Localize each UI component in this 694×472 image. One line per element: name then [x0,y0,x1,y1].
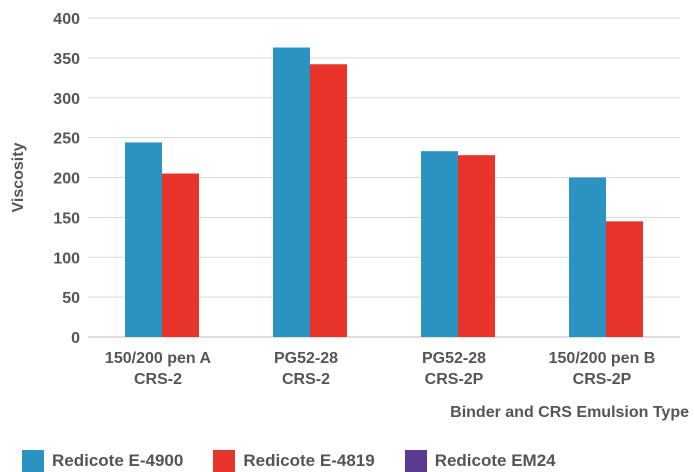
x-tick-label: CRS-2P [573,371,632,388]
legend-label-em24: Redicote EM24 [434,451,556,470]
bar [273,47,310,337]
y-tick-label: 250 [53,131,80,148]
bar [458,155,495,337]
bar [421,151,458,337]
y-tick-label: 150 [53,210,80,227]
legend-item-e4819: Redicote E-4819 [213,450,375,472]
x-tick-label: 150/200 pen B [549,350,656,367]
legend-item-e4900: Redicote E-4900 [22,450,183,472]
y-axis-title: Viscosity [10,142,27,212]
x-tick-label: 150/200 pen A [105,350,212,367]
chart-legend: Redicote E-4900 Redicote E-4819 Redicote… [22,450,586,472]
legend-swatch-em24 [404,450,427,472]
y-tick-label: 50 [62,290,80,307]
x-tick-label: CRS-2 [134,371,182,388]
y-tick-label: 300 [53,91,80,108]
x-axis-title: Binder and CRS Emulsion Type [450,404,689,421]
legend-item-em24: Redicote EM24 [404,450,556,472]
bar [125,142,162,337]
legend-swatch-e4819 [213,450,236,472]
x-tick-label: PG52-28 [274,350,338,367]
bar [310,64,347,337]
x-tick-label: PG52-28 [422,350,486,367]
bar [606,221,643,337]
y-tick-label: 200 [53,171,80,188]
x-tick-label: CRS-2 [282,371,330,388]
bar [569,177,606,337]
y-tick-label: 100 [53,250,80,267]
y-tick-label: 0 [71,330,80,347]
y-tick-label: 350 [53,51,80,68]
legend-label-e4900: Redicote E-4900 [52,451,184,470]
legend-label-e4819: Redicote E-4819 [243,451,375,470]
legend-swatch-e4900 [22,450,44,472]
bar [162,173,199,337]
y-tick-label: 400 [53,11,80,28]
x-tick-label: CRS-2P [425,371,484,388]
